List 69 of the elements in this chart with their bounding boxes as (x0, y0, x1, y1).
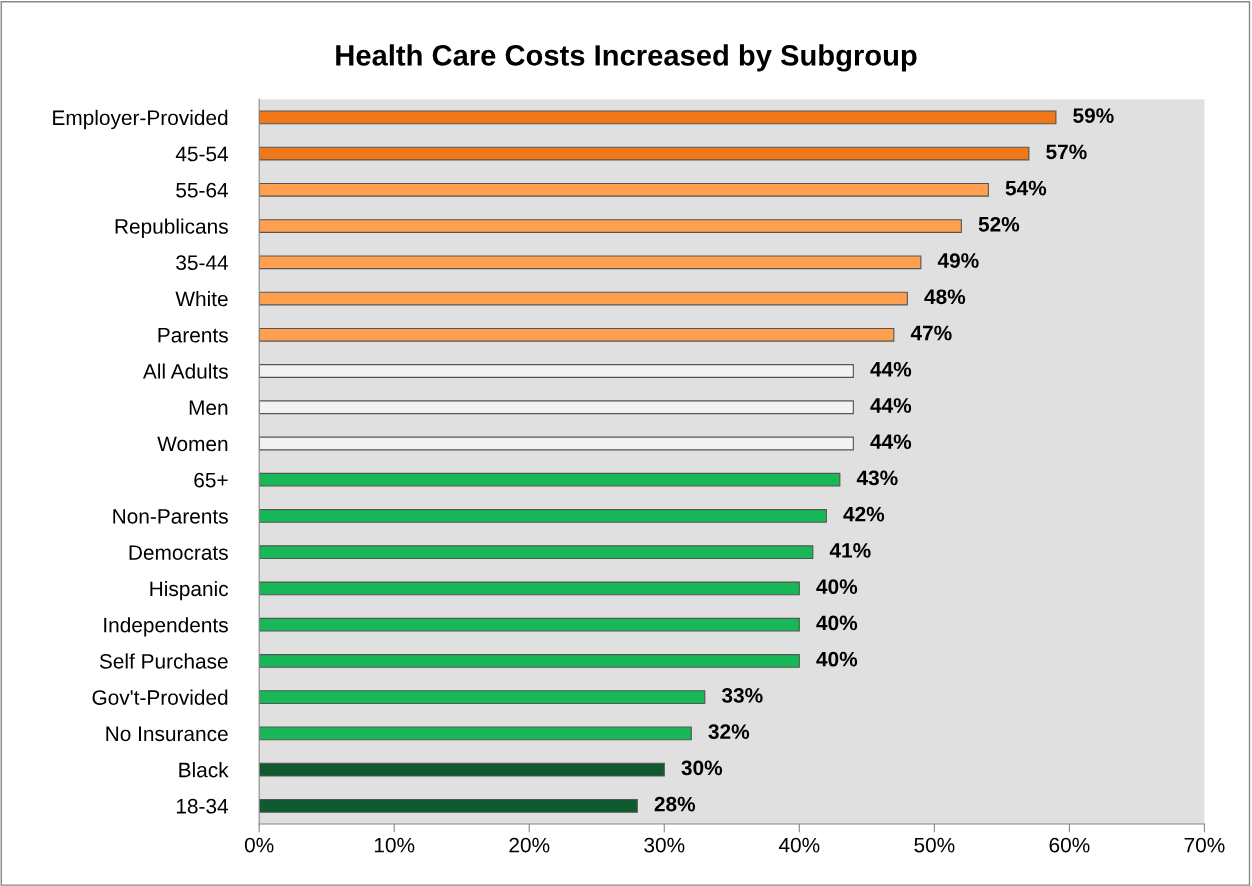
y-tick-label: Parents (158, 327, 228, 343)
bar (259, 798, 638, 813)
data-label: 49% (937, 253, 979, 268)
data-label: 40% (816, 579, 858, 595)
bar (259, 690, 706, 705)
x-tick-label: 20% (509, 837, 550, 853)
bar (259, 364, 854, 378)
bar (259, 762, 665, 777)
y-tick-label: 18-34 (176, 798, 228, 814)
y-tick-label: No Insurance (106, 726, 228, 742)
y-tick-label: 45-54 (175, 146, 228, 162)
chart-title: Health Care Costs Increased by Subgroup (336, 44, 917, 72)
y-tick-label: Hispanic (150, 580, 229, 601)
bar (259, 400, 854, 415)
data-label: 40% (816, 651, 858, 667)
bar (259, 291, 908, 306)
y-tick-label: Independents (104, 617, 228, 637)
bar (259, 219, 962, 233)
bar (259, 182, 989, 197)
x-tick-label: 50% (914, 837, 955, 853)
data-label: 47% (910, 325, 952, 341)
bar (259, 617, 800, 632)
data-label: 32% (708, 724, 750, 740)
y-tick-label: Black (179, 762, 229, 778)
data-label: 54% (1005, 180, 1047, 196)
bar (259, 472, 841, 487)
bar (259, 726, 692, 741)
x-tick-label: 10% (374, 837, 415, 853)
y-tick-label: 55-64 (176, 182, 228, 198)
data-label: 44% (870, 434, 912, 450)
data-label: 57% (1046, 144, 1087, 160)
bar (259, 654, 800, 668)
y-tick-label: Self Purchase (99, 653, 228, 669)
y-tick-label: Republicans (115, 218, 228, 238)
y-tick-label: White (175, 290, 228, 307)
data-label: 59% (1073, 108, 1114, 123)
y-tick-label: Women (157, 436, 228, 452)
y-tick-label: Gov't-Provided (92, 689, 228, 705)
bar (259, 327, 895, 342)
x-tick-label: 0% (244, 837, 274, 853)
y-tick-label: Employer-Provided (53, 109, 228, 130)
data-label: 44% (870, 361, 912, 377)
bar (259, 509, 827, 523)
x-tick-label: 60% (1049, 837, 1090, 853)
data-label: 43% (856, 470, 898, 486)
x-tick-label: 30% (644, 837, 685, 853)
y-tick-label: 65+ (194, 472, 228, 488)
bar (259, 255, 922, 270)
y-tick-label: All Adults (142, 363, 228, 379)
y-tick-label: Democrats (129, 545, 228, 560)
data-label: 30% (681, 760, 723, 776)
data-label: 48% (924, 289, 966, 305)
bar (259, 436, 854, 451)
y-tick-label: Non-Parents (113, 509, 228, 524)
data-label: 44% (870, 398, 912, 413)
bar (259, 545, 814, 560)
bar (259, 110, 1057, 125)
data-label: 40% (816, 615, 858, 631)
bar (259, 581, 800, 596)
data-label: 42% (843, 506, 885, 522)
data-label: 33% (721, 687, 763, 703)
data-label: 52% (978, 216, 1020, 232)
x-tick-label: 40% (778, 837, 820, 853)
data-label: 41% (829, 543, 871, 558)
y-tick-label: 35-44 (176, 255, 228, 271)
data-label: 28% (654, 796, 696, 812)
y-tick-label: Men (189, 400, 228, 415)
bar (259, 146, 1030, 161)
x-tick-label: 70% (1184, 837, 1225, 853)
